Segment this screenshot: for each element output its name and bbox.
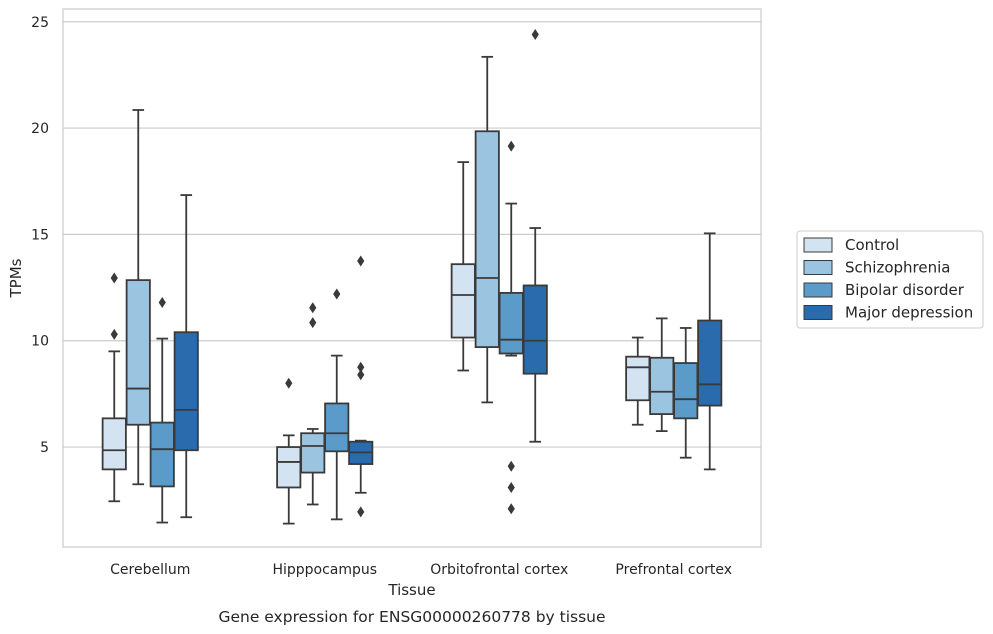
box-group xyxy=(649,317,675,433)
box xyxy=(498,291,524,355)
x-tick-label: Cerebellum xyxy=(110,562,190,578)
y-tick-label: 25 xyxy=(31,15,49,31)
outlier-point xyxy=(309,317,317,329)
y-tick-label: 20 xyxy=(31,121,49,137)
outlier-point xyxy=(507,460,515,472)
box xyxy=(450,263,476,339)
box-group xyxy=(697,232,723,471)
box-group xyxy=(348,255,374,518)
outlier-point xyxy=(158,296,166,308)
outlier-point xyxy=(333,288,341,300)
outlier-point xyxy=(531,29,539,41)
legend-item: Schizophrenia xyxy=(803,259,950,277)
x-tick-labels: Cerebellum Hipppocampus Orbitofrontal cort… xyxy=(110,562,732,578)
outlier-point xyxy=(357,255,365,267)
y-axis-title: TPMs xyxy=(7,258,25,298)
box-group xyxy=(522,29,548,443)
box xyxy=(125,279,151,426)
legend-label: Control xyxy=(845,236,899,254)
box xyxy=(522,284,548,375)
box-group xyxy=(450,161,476,372)
legend-frame xyxy=(796,230,984,329)
box xyxy=(173,331,199,452)
plot-frame xyxy=(62,8,762,548)
outlier-point xyxy=(507,503,515,515)
outlier-point xyxy=(357,361,365,373)
legend-swatch xyxy=(803,260,833,275)
outlier-point xyxy=(507,481,515,493)
box-group xyxy=(300,302,326,506)
box xyxy=(625,355,651,402)
box-group xyxy=(625,336,651,426)
legend-item: Control xyxy=(803,236,899,254)
boxes-layer xyxy=(101,29,723,525)
legend-label: Major depression xyxy=(845,304,973,322)
y-tick-label: 5 xyxy=(40,440,49,456)
box xyxy=(474,130,500,349)
outlier-point xyxy=(110,328,118,340)
box-group xyxy=(173,194,199,519)
box xyxy=(101,417,127,471)
figure-caption: Gene expression for ENSG00000260778 by t… xyxy=(218,608,605,626)
outlier-point xyxy=(110,272,118,284)
box xyxy=(697,319,723,407)
legend: Control Schizophrenia Bipolar disorder Majo… xyxy=(796,230,984,329)
box xyxy=(673,362,699,420)
outlier-point xyxy=(507,140,515,152)
box-group xyxy=(125,109,151,486)
legend-swatch xyxy=(803,282,833,298)
y-tick-labels: 5 10 15 20 25 xyxy=(31,15,49,456)
box xyxy=(149,421,175,488)
box-group xyxy=(474,55,500,404)
legend-label: Schizophrenia xyxy=(845,259,950,277)
outlier-point xyxy=(357,369,365,381)
box-group xyxy=(673,327,699,459)
y-tick-label: 15 xyxy=(31,227,49,243)
box-group xyxy=(149,296,175,524)
box xyxy=(276,446,302,489)
legend-item: Bipolar disorder xyxy=(803,281,965,299)
outlier-point xyxy=(309,302,317,314)
outlier-point xyxy=(285,377,293,389)
box-group xyxy=(324,288,350,521)
legend-label: Bipolar disorder xyxy=(845,281,965,299)
legend-swatch xyxy=(803,305,833,320)
x-tick-label: Prefrontal cortex xyxy=(615,562,732,578)
box-group xyxy=(498,140,524,515)
x-axis-title: Tissue xyxy=(387,581,435,599)
box-group xyxy=(276,377,302,525)
y-tick-label: 10 xyxy=(31,334,49,350)
x-tick-label: Orbitofrontal cortex xyxy=(430,562,568,578)
box-group xyxy=(101,272,127,503)
x-tick-label: Hipppocampus xyxy=(272,562,377,578)
legend-swatch xyxy=(803,237,833,253)
box xyxy=(300,432,326,474)
box xyxy=(324,402,350,453)
box xyxy=(649,356,675,415)
outlier-point xyxy=(357,506,365,518)
legend-item: Major depression xyxy=(803,304,973,322)
